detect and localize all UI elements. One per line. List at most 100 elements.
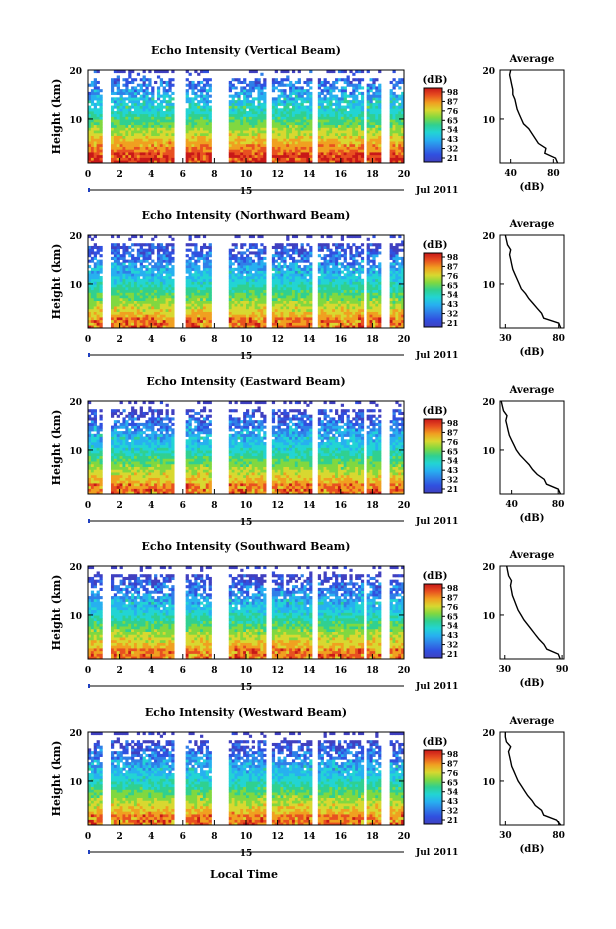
heatmap-cell	[378, 121, 382, 126]
heatmap-cell	[99, 245, 103, 250]
heatmap-cell	[343, 97, 347, 101]
heatmap-cell	[306, 105, 310, 109]
heatmap-cell	[248, 86, 253, 90]
heatmap-cell	[337, 314, 342, 318]
heatmap-cell	[355, 138, 359, 142]
heatmap-cell	[263, 311, 267, 315]
heatmap-cell	[340, 108, 345, 112]
heatmap-cell	[375, 89, 379, 93]
heatmap-cell	[306, 116, 310, 120]
heatmap-cell	[280, 265, 284, 269]
heatmap-cell	[119, 292, 123, 296]
heatmap-cell	[358, 138, 362, 142]
heatmap-cell	[113, 254, 118, 258]
heatmap-cell	[291, 111, 296, 115]
heatmap-cell	[366, 149, 370, 153]
heatmap-cell	[335, 300, 339, 304]
heatmap-cell	[260, 72, 264, 76]
heatmap-cell	[300, 300, 304, 304]
heatmap-cell	[283, 278, 287, 282]
heatmap-cell	[240, 300, 244, 304]
heatmap-cell	[202, 322, 207, 326]
heatmap-cell	[116, 295, 120, 299]
heatmap-cell	[234, 119, 238, 123]
heatmap-cell	[251, 141, 255, 145]
heatmap-cell	[237, 292, 241, 296]
heatmap-cell	[119, 254, 123, 258]
heatmap-cell	[136, 72, 141, 76]
heatmap-cell	[99, 267, 103, 271]
heatmap-cell	[260, 251, 264, 255]
heatmap-cell	[309, 102, 313, 106]
heatmap-cell	[162, 300, 166, 304]
heatmap-cell	[260, 113, 264, 117]
heatmap-cell	[329, 248, 333, 252]
heatmap-cell	[320, 105, 324, 109]
heatmap-cell	[280, 297, 284, 301]
heatmap-cell	[271, 314, 276, 318]
heatmap-cell	[185, 243, 189, 247]
heatmap-cell	[346, 270, 350, 274]
heatmap-cell	[139, 289, 143, 293]
heatmap-cell	[358, 132, 362, 136]
heatmap-cell	[297, 111, 301, 115]
heatmap-cell	[369, 121, 373, 126]
heatmap-cell	[139, 267, 143, 271]
heatmap-cell	[320, 281, 324, 285]
heatmap-cell	[205, 276, 209, 280]
heatmap-cell	[352, 135, 356, 139]
heatmap-cell	[171, 300, 175, 304]
heatmap-cell	[119, 160, 123, 164]
heatmap-cell	[88, 295, 92, 299]
heatmap-cell	[257, 160, 261, 164]
heatmap-cell	[277, 314, 281, 318]
heatmap-cell	[263, 262, 267, 266]
heatmap-cell	[263, 325, 267, 329]
heatmap-cell	[340, 306, 345, 310]
heatmap-cell	[283, 141, 287, 145]
heatmap-cell	[131, 100, 135, 104]
heatmap-cell	[254, 292, 258, 296]
heatmap-cell	[358, 284, 362, 288]
heatmap-cell	[116, 278, 120, 282]
heatmap-cell	[93, 317, 97, 321]
heatmap-cell	[254, 130, 258, 134]
heatmap-cell	[165, 319, 169, 323]
heatmap-cell	[286, 75, 290, 79]
heatmap-cell	[110, 143, 115, 147]
heatmap-cell	[349, 160, 353, 164]
heatmap-cell	[131, 124, 135, 128]
heatmap-cell	[205, 314, 209, 318]
panel-title: Echo Intensity (Vertical Beam)	[151, 44, 341, 57]
heatmap-cell	[208, 281, 212, 285]
heatmap-cell	[133, 314, 138, 318]
heatmap-cell	[329, 295, 333, 299]
heatmap-cell	[317, 138, 322, 142]
heatmap-cell	[194, 292, 198, 296]
heatmap-cell	[99, 119, 103, 123]
heatmap-cell	[243, 243, 247, 247]
heatmap-cell	[139, 292, 143, 296]
heatmap-cell	[337, 243, 342, 247]
heatmap-cell	[369, 248, 373, 252]
heatmap-cell	[151, 146, 155, 150]
heatmap-cell	[171, 303, 175, 307]
heatmap-cell	[372, 251, 376, 255]
heatmap-cell	[306, 154, 310, 158]
heatmap-cell	[246, 248, 250, 252]
heatmap-cell	[254, 154, 258, 158]
heatmap-cell	[274, 86, 278, 90]
heatmap-cell	[389, 141, 393, 145]
heatmap-cell	[283, 143, 287, 147]
heatmap-cell	[274, 102, 278, 106]
heatmap-cell	[346, 127, 350, 131]
heatmap-cell	[309, 245, 313, 250]
heatmap-cell	[358, 297, 362, 301]
heatmap-cell	[113, 289, 118, 293]
heatmap-cell	[274, 267, 278, 271]
heatmap-cell	[326, 303, 330, 307]
heatmap-cell	[208, 295, 212, 299]
heatmap-cell	[332, 243, 336, 247]
heatmap-cell	[185, 160, 189, 164]
heatmap-cell	[323, 273, 327, 277]
